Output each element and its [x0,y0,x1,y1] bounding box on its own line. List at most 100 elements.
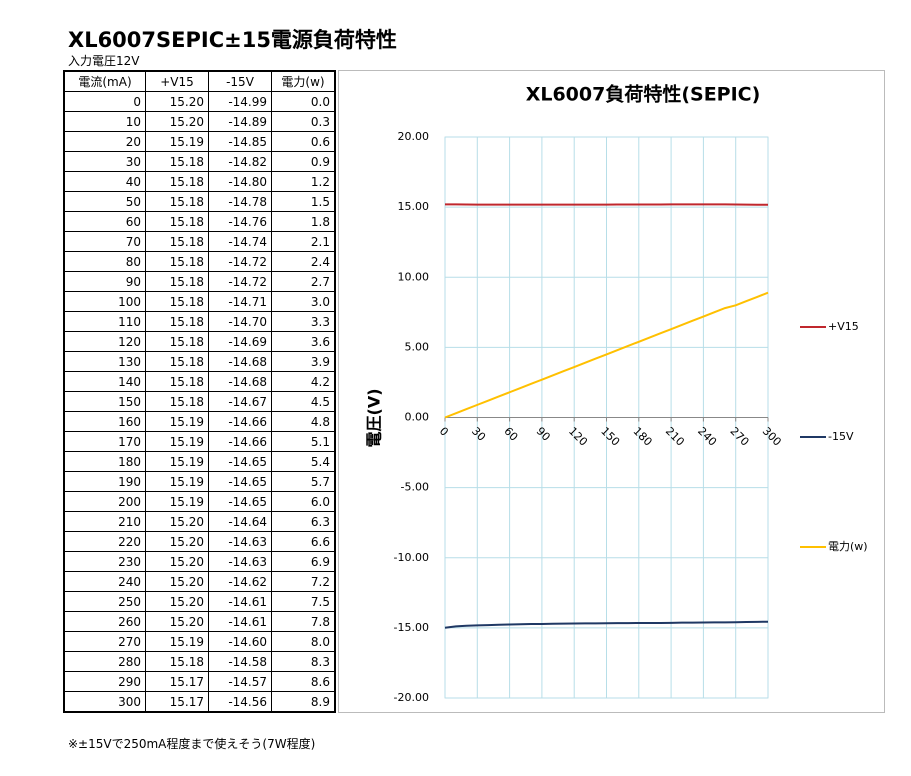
note: ※±15Vで250mA程度まで使えそう(7W程度) [68,737,316,751]
table-cell: 3.9 [271,351,336,372]
y-tick-label: -5.00 [401,481,429,494]
table-cell: -14.56 [208,691,272,713]
table-cell: 15.18 [145,231,209,252]
legend-label: -15V [828,430,854,443]
table-row: 140 15.18 -14.68 4.2 [63,371,336,392]
table-cell: 15.18 [145,371,209,392]
table-cell: 3.3 [271,311,336,332]
table-cell: 210 [63,511,146,532]
table-row: 160 15.19 -14.66 4.8 [63,411,336,432]
table-cell: 4.2 [271,371,336,392]
sheet-subtitle: 入力電圧12V [68,54,140,68]
table-cell: -14.67 [208,391,272,412]
table-cell: 15.18 [145,211,209,232]
table-cell: 140 [63,371,146,392]
table-cell: -14.66 [208,431,272,452]
table-cell: 8.3 [271,651,336,672]
table-cell: 15.20 [145,571,209,592]
table-row: 10 15.20 -14.89 0.3 [63,111,336,132]
table-cell: 15.18 [145,291,209,312]
table-cell: 1.2 [271,171,336,192]
table-cell: 15.18 [145,311,209,332]
table-cell: 40 [63,171,146,192]
chart-title: XL6007負荷特性(SEPIC) [526,83,761,106]
table-cell: +V15 [145,70,209,92]
table-cell: 8.6 [271,671,336,692]
table-cell: 1.5 [271,191,336,212]
table-row: 180 15.19 -14.65 5.4 [63,451,336,472]
legend-label: 電力(w) [828,540,868,553]
table-cell: 240 [63,571,146,592]
table-row: 120 15.18 -14.69 3.6 [63,331,336,352]
table-cell: -15V [208,70,272,92]
table-cell: 15.19 [145,471,209,492]
table-cell: -14.71 [208,291,272,312]
table-cell: -14.65 [208,471,272,492]
table-row: 70 15.18 -14.74 2.1 [63,231,336,252]
table-cell: 15.18 [145,331,209,352]
y-axis-label: 電圧(V) [365,388,384,447]
table-cell: -14.89 [208,111,272,132]
table-cell: 15.18 [145,171,209,192]
table-cell: 15.20 [145,551,209,572]
table-cell: -14.66 [208,411,272,432]
table-cell: 6.0 [271,491,336,512]
table-cell: 0.6 [271,131,336,152]
table-cell: 15.17 [145,691,209,713]
data-table: 電流(mA) +V15 -15V 電力(w) 0 15.20 -14.99 0.0 10 15.2… [63,70,336,713]
table-cell: -14.64 [208,511,272,532]
table-row: 130 15.18 -14.68 3.9 [63,351,336,372]
table-cell: 15.18 [145,151,209,172]
y-tick-label: 15.00 [398,200,430,213]
table-row: 電流(mA) +V15 -15V 電力(w) [63,70,336,92]
table-cell: -14.82 [208,151,272,172]
legend-label: +V15 [828,320,859,333]
table-cell: 5.1 [271,431,336,452]
table-row: 220 15.20 -14.63 6.6 [63,531,336,552]
table-cell: 260 [63,611,146,632]
table-cell: 150 [63,391,146,412]
y-tick-label: 0.00 [405,411,430,424]
table-cell: 15.18 [145,191,209,212]
table-cell: 300 [63,691,146,713]
table-row: 0 15.20 -14.99 0.0 [63,91,336,112]
table-cell: 電力(w) [271,70,336,92]
table-cell: 50 [63,191,146,212]
table-cell: -14.62 [208,571,272,592]
table-cell: 15.19 [145,451,209,472]
series-line [444,291,769,419]
table-cell: 70 [63,231,146,252]
table-cell: 80 [63,251,146,272]
table-cell: 6.6 [271,531,336,552]
table-cell: 0 [63,91,146,112]
table-row: 50 15.18 -14.78 1.5 [63,191,336,212]
table-cell: -14.72 [208,271,272,292]
table-cell: 15.20 [145,531,209,552]
table-cell: 15.18 [145,351,209,372]
table-cell: 120 [63,331,146,352]
chart: XL6007負荷特性(SEPIC) 電圧(V) -20.00 -15.00 -10.… [338,70,885,713]
table-cell: 30 [63,151,146,172]
table-cell: -14.63 [208,551,272,572]
table-cell: 15.18 [145,251,209,272]
table-cell: 250 [63,591,146,612]
table-cell: 2.4 [271,251,336,272]
table-row: 250 15.20 -14.61 7.5 [63,591,336,612]
table-cell: 1.8 [271,211,336,232]
table-cell: 0.0 [271,91,336,112]
series-line [444,620,769,629]
table-cell: 100 [63,291,146,312]
table-cell: 15.20 [145,611,209,632]
table-cell: 170 [63,431,146,452]
table-row: 30 15.18 -14.82 0.9 [63,151,336,172]
table-cell: 180 [63,451,146,472]
table-row: 190 15.19 -14.65 5.7 [63,471,336,492]
table-cell: -14.78 [208,191,272,212]
table-cell: 15.20 [145,91,209,112]
table-row: 300 15.17 -14.56 8.9 [63,691,336,713]
table-cell: 290 [63,671,146,692]
table-row: 230 15.20 -14.63 6.9 [63,551,336,572]
table-cell: 4.8 [271,411,336,432]
table-cell: 10 [63,111,146,132]
